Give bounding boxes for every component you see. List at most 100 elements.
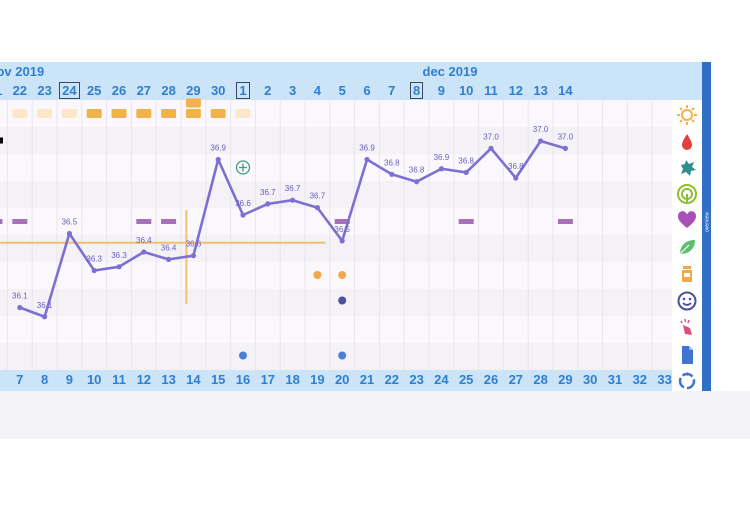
mucus-marker-peak[interactable] (185, 98, 201, 108)
mucus-marker[interactable] (185, 109, 201, 118)
sex-marker[interactable] (0, 219, 3, 224)
chart-plot[interactable]: 36.1 36.1 36.5 36.3 36.3 36.4 36.4 36.6 36.9 36.6… (0, 62, 672, 370)
date-label[interactable]: 23 (37, 83, 52, 98)
date-label[interactable]: 29 (186, 83, 201, 98)
date-label[interactable]: 13 (533, 83, 548, 98)
date-label[interactable]: 10 (458, 83, 474, 98)
temperature-point[interactable] (190, 253, 196, 259)
mucus-marker[interactable] (111, 109, 127, 118)
mucus-marker[interactable] (61, 109, 77, 118)
mucus-marker[interactable] (235, 109, 251, 118)
temperature-label: 36.1 (37, 301, 53, 310)
mucus-marker[interactable] (86, 109, 102, 118)
temperature-point[interactable] (488, 145, 494, 151)
note-marker[interactable] (239, 351, 247, 360)
medication-marker[interactable] (313, 271, 322, 279)
date-label[interactable]: 2 (264, 83, 272, 98)
overview-sidebar-tab[interactable]: overview (702, 62, 711, 391)
mucus-marker[interactable] (37, 109, 53, 118)
date-label[interactable]: 21 (0, 82, 6, 99)
mood-marker[interactable] (338, 296, 347, 305)
date-label[interactable]: 25 (86, 83, 102, 98)
temperature-point[interactable] (562, 145, 569, 151)
date-label[interactable]: 11 (484, 83, 498, 98)
date-label[interactable]: 1 (232, 82, 254, 99)
pain-icon (675, 316, 699, 340)
date-label[interactable]: 7 (388, 83, 396, 98)
sex-marker[interactable] (334, 219, 350, 224)
date-label[interactable]: 4 (313, 83, 321, 98)
cycle-day-label: 19 (310, 372, 325, 387)
bleeding-marker[interactable] (0, 137, 3, 144)
drop-icon (675, 130, 699, 154)
temperature-point[interactable] (538, 138, 544, 144)
temperature-label: 36.7 (260, 188, 276, 197)
date-label[interactable]: 27 (136, 83, 152, 98)
temperature-label: 36.9 (434, 153, 450, 162)
category-row (0, 235, 672, 262)
mucus-marker[interactable] (136, 109, 152, 118)
date-label[interactable]: 6 (363, 83, 371, 98)
date-label[interactable]: 26 (111, 83, 127, 98)
temperature-point[interactable] (42, 314, 48, 320)
cycle-day-label: 20 (334, 372, 350, 387)
temperature-label: 36.3 (111, 251, 127, 260)
temperature-point[interactable] (215, 156, 221, 163)
cycle-day-label: 12 (136, 372, 152, 387)
sex-marker[interactable] (136, 219, 152, 224)
cycle-day-label: 33 (657, 372, 672, 387)
date-label[interactable]: 30 (210, 83, 226, 98)
ovulation-test-marker[interactable] (235, 160, 251, 175)
temperature-point[interactable] (91, 267, 97, 274)
temperature-point[interactable] (66, 230, 72, 237)
cycle-day-label: 17 (260, 372, 276, 387)
sex-marker[interactable] (161, 219, 177, 224)
refresh-icon[interactable] (675, 369, 699, 391)
temperature-point[interactable] (265, 201, 271, 207)
mucus-marker[interactable] (210, 109, 226, 118)
temperature-label: 37.0 (483, 132, 499, 141)
cycle-day-label: 7 (16, 372, 24, 387)
date-label[interactable]: 14 (558, 83, 573, 98)
cycle-day-label: 8 (40, 372, 49, 387)
temperature-label: 36.1 (12, 292, 28, 301)
medication-marker[interactable] (338, 271, 347, 279)
temperature-point[interactable] (240, 212, 246, 218)
sex-marker[interactable] (12, 219, 28, 224)
temperature-point[interactable] (290, 197, 296, 203)
mucus-marker[interactable] (161, 109, 177, 118)
bottom-blank-area (0, 391, 750, 439)
temperature-point[interactable] (166, 256, 172, 262)
date-label[interactable]: 9 (437, 83, 445, 98)
date-label[interactable]: 28 (161, 83, 176, 98)
temperature-label: 36.8 (458, 156, 474, 165)
date-label[interactable]: 5 (338, 83, 346, 98)
date-label[interactable]: 8 (406, 82, 428, 99)
heart-icon (675, 208, 699, 232)
temperature-point[interactable] (463, 169, 469, 176)
temperature-point[interactable] (389, 171, 395, 177)
cycle-day-label: 10 (86, 372, 102, 387)
mucus-marker[interactable] (12, 109, 28, 118)
date-label[interactable]: 3 (288, 83, 297, 98)
cycle-day-label: 25 (458, 372, 474, 387)
date-label[interactable]: 24 (58, 82, 80, 99)
temperature-point[interactable] (438, 166, 444, 172)
temperature-point[interactable] (314, 205, 320, 211)
date-label[interactable]: 22 (12, 83, 28, 98)
sex-marker[interactable] (557, 219, 573, 224)
note-marker[interactable] (338, 351, 347, 360)
temperature-point[interactable] (414, 179, 420, 185)
temperature-point[interactable] (116, 264, 122, 270)
temperature-point[interactable] (339, 238, 345, 244)
cycle-day-label: 28 (533, 372, 548, 387)
leaf-icon (675, 235, 699, 259)
overview-label: overview (705, 212, 711, 232)
temperature-point[interactable] (364, 156, 370, 163)
temperature-point[interactable] (17, 304, 23, 311)
sex-marker[interactable] (458, 219, 474, 224)
date-label[interactable]: 12 (508, 83, 524, 98)
temperature-point[interactable] (141, 249, 147, 255)
temperature-point[interactable] (513, 175, 519, 181)
